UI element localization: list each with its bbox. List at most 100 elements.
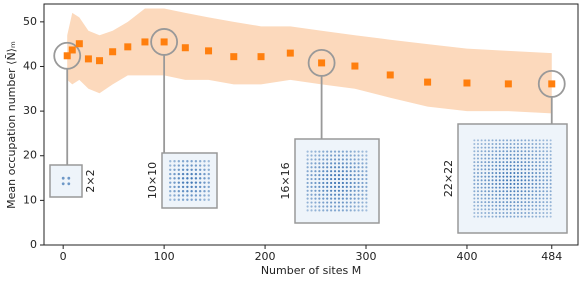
lattice-site xyxy=(498,179,501,182)
marker xyxy=(160,38,168,46)
lattice-site xyxy=(186,189,189,193)
lattice-site xyxy=(545,204,549,207)
lattice-site xyxy=(333,185,337,188)
lattice-site xyxy=(361,154,364,157)
lattice-site xyxy=(513,190,516,193)
lattice-site xyxy=(181,168,185,172)
lattice-site xyxy=(527,161,530,164)
lattice-site xyxy=(506,153,509,156)
lattice-site xyxy=(549,197,552,200)
lattice-site xyxy=(473,215,476,218)
lattice-site xyxy=(314,197,317,200)
lattice-site xyxy=(322,193,325,196)
lattice-site xyxy=(545,161,549,164)
lattice-site xyxy=(513,142,516,146)
lattice-site xyxy=(491,157,494,160)
lattice-site xyxy=(198,164,202,167)
lattice-site xyxy=(361,209,364,212)
lattice-site xyxy=(480,204,483,207)
lattice-site xyxy=(509,193,512,196)
lattice-site xyxy=(513,150,516,153)
lattice-site xyxy=(527,153,530,156)
lattice-site xyxy=(190,189,193,193)
lattice-site xyxy=(549,172,552,175)
lattice-site xyxy=(310,197,313,200)
lattice-site xyxy=(535,208,538,211)
lattice-site xyxy=(476,190,480,193)
lattice-site xyxy=(549,142,552,146)
lattice-site xyxy=(520,193,523,196)
lattice-site xyxy=(322,150,325,153)
lattice-site xyxy=(310,162,313,165)
lattice-site xyxy=(349,170,352,173)
lattice-site xyxy=(538,190,541,193)
lattice-site xyxy=(186,198,189,201)
lattice-site xyxy=(345,158,348,161)
lattice-site xyxy=(545,208,549,211)
lattice-site xyxy=(545,186,549,189)
lattice-site xyxy=(484,190,487,193)
lattice-site xyxy=(484,153,487,156)
lattice-site xyxy=(353,174,356,177)
lattice-site xyxy=(535,168,538,171)
lattice-site xyxy=(524,139,527,142)
lattice-site xyxy=(498,161,501,164)
y-tick-label: 10 xyxy=(23,193,37,206)
lattice-site xyxy=(198,172,202,176)
lattice-site xyxy=(487,201,490,204)
lattice-site xyxy=(524,215,527,218)
lattice-site xyxy=(181,198,185,201)
lattice-site xyxy=(535,153,538,156)
lattice-site xyxy=(498,157,501,160)
lattice-site xyxy=(341,150,344,153)
lattice-site xyxy=(361,205,364,208)
lattice-site xyxy=(365,197,368,200)
marker xyxy=(230,53,238,61)
lattice-site xyxy=(545,179,549,182)
lattice-site xyxy=(509,153,512,156)
lattice-site xyxy=(516,186,519,189)
lattice-site xyxy=(349,189,352,192)
lattice-site xyxy=(190,185,193,189)
lattice-site xyxy=(333,205,337,208)
lattice-site xyxy=(473,179,476,182)
lattice-site xyxy=(326,193,329,196)
lattice-site xyxy=(495,190,498,193)
lattice-site xyxy=(487,179,490,182)
lattice-site xyxy=(357,162,360,165)
lattice-site xyxy=(491,175,494,178)
lattice-site xyxy=(491,190,494,193)
lattice-site xyxy=(502,193,505,196)
lattice-site xyxy=(177,168,181,172)
lattice-site xyxy=(473,172,476,175)
lattice-site xyxy=(326,162,329,165)
lattice-site xyxy=(177,172,181,176)
lattice-site xyxy=(353,170,356,173)
lattice-site xyxy=(524,146,527,149)
lattice-site xyxy=(491,168,494,171)
lattice-site xyxy=(361,170,364,173)
inset-frame xyxy=(457,123,568,234)
lattice-site xyxy=(190,168,193,172)
lattice-site xyxy=(310,177,313,181)
lattice-site xyxy=(542,204,545,207)
lattice-site xyxy=(495,197,498,200)
lattice-site xyxy=(495,150,498,153)
lattice-site xyxy=(345,185,348,188)
lattice-site xyxy=(502,168,505,171)
lattice-site xyxy=(349,177,352,181)
lattice-site xyxy=(520,153,523,156)
lattice-site xyxy=(345,174,348,177)
lattice-site xyxy=(333,177,337,181)
lattice-site xyxy=(535,172,538,175)
lattice-site xyxy=(341,158,344,161)
lattice-site xyxy=(349,174,352,177)
lattice-site xyxy=(495,186,498,189)
lattice-site xyxy=(545,168,549,171)
lattice-site xyxy=(527,182,530,185)
lattice-site xyxy=(361,193,364,196)
lattice-site xyxy=(502,150,505,153)
lattice-site xyxy=(538,208,541,211)
lattice-site xyxy=(476,161,480,164)
marker xyxy=(286,49,294,57)
